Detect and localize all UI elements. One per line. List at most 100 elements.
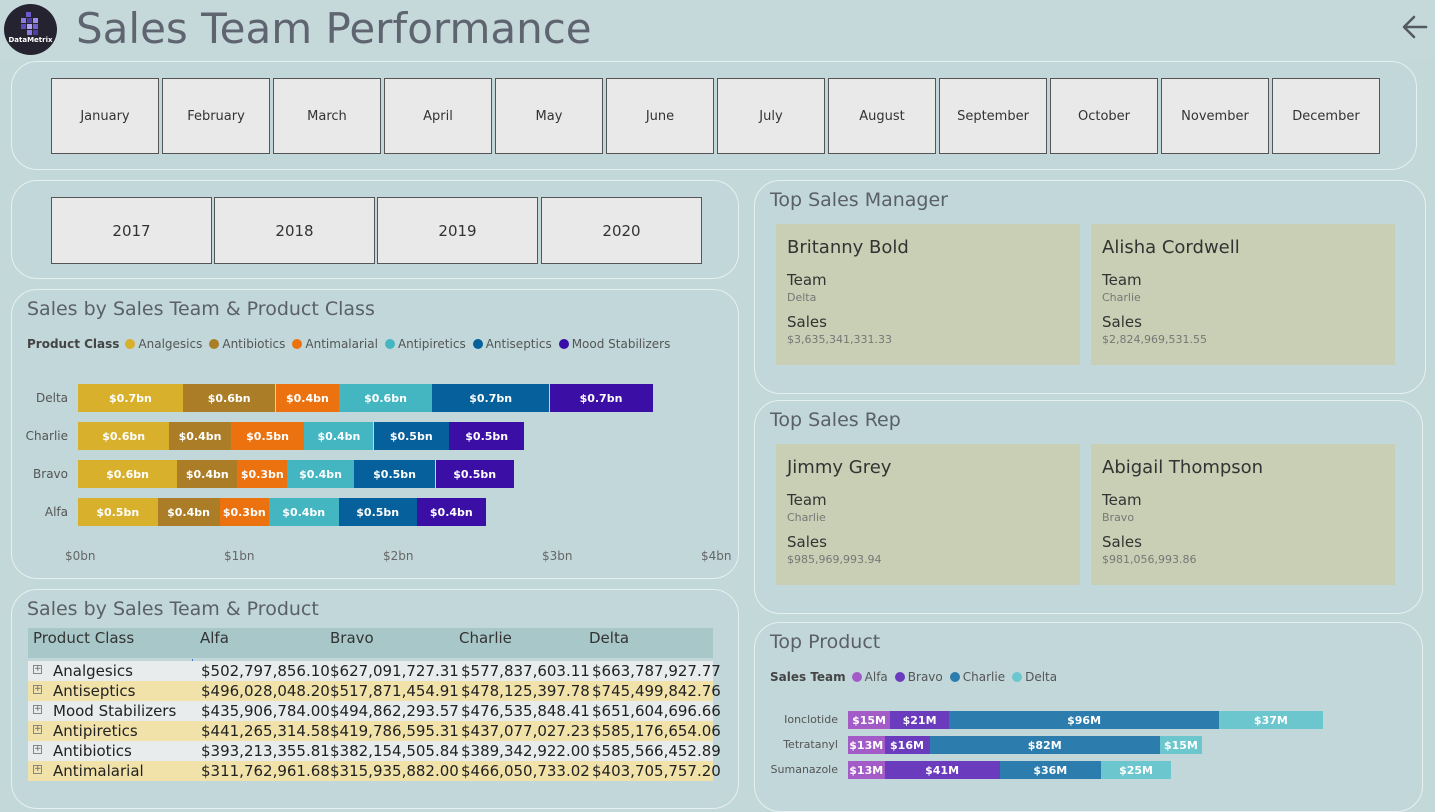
manager-sales-label: Sales (787, 313, 827, 331)
bar-delta-antipiretics[interactable]: $0.6bn (339, 384, 432, 412)
bar-bravo-antiseptics[interactable]: $0.5bn (353, 460, 436, 488)
bar-sumanazole-bravo[interactable]: $41M (884, 761, 1000, 779)
expand-icon[interactable]: + (33, 684, 42, 694)
bar-alfa-analgesics[interactable]: $0.5bn (78, 498, 158, 526)
month-button-august[interactable]: August (828, 78, 936, 154)
legend-item-analgesics[interactable]: Analgesics (125, 337, 202, 351)
legend-item-antiseptics[interactable]: Antiseptics (472, 337, 552, 351)
matrix-cell: $437,077,027.23 (461, 722, 590, 740)
bar-charlie-mood-stabilizers[interactable]: $0.5bn (449, 422, 525, 450)
month-button-april[interactable]: April (384, 78, 492, 154)
bar-ionclotide-charlie[interactable]: $96M (949, 711, 1219, 729)
month-button-january[interactable]: January (51, 78, 159, 154)
year-button-2020[interactable]: 2020 (541, 197, 702, 264)
bar-delta-antimalarial[interactable]: $0.4bn (275, 384, 340, 412)
sales-chart-legend: Product Class Analgesics Antibiotics Antim… (27, 337, 677, 351)
legend-item-antipiretics[interactable]: Antipiretics (384, 337, 466, 351)
bar-ionclotide-bravo[interactable]: $21M (890, 711, 950, 729)
manager-name: Britanny Bold (787, 237, 909, 258)
matrix-header-row: Product Class Alfa Bravo Charlie Delta (28, 628, 713, 658)
month-button-november[interactable]: November (1161, 78, 1269, 154)
bar-bravo-antipiretics[interactable]: $0.4bn (287, 460, 354, 488)
legend-dot-icon (949, 672, 960, 682)
year-button-2017[interactable]: 2017 (51, 197, 212, 264)
bar-sumanazole-alfa[interactable]: $13M (848, 761, 885, 779)
expand-icon[interactable]: + (33, 724, 42, 734)
bar-charlie-antimalarial[interactable]: $0.5bn (230, 422, 305, 450)
bar-bravo-analgesics[interactable]: $0.6bn (78, 460, 178, 488)
bar-tetratanyl-alfa[interactable]: $13M (848, 736, 885, 754)
month-button-may[interactable]: May (495, 78, 603, 154)
bar-delta-analgesics[interactable]: $0.7bn (78, 384, 183, 412)
legend-label: Mood Stabilizers (571, 337, 671, 351)
month-button-march[interactable]: March (273, 78, 381, 154)
bar-bravo-antimalarial[interactable]: $0.3bn (237, 460, 288, 488)
legend-item-antimalarial[interactable]: Antimalarial (292, 337, 378, 351)
month-button-july[interactable]: July (717, 78, 825, 154)
page-title: Sales Team Performance (76, 4, 592, 53)
bar-tetratanyl-charlie[interactable]: $82M (929, 736, 1160, 754)
matrix-cell: $663,787,927.77 (592, 662, 721, 680)
bar-delta-antibiotics[interactable]: $0.6bn (182, 384, 276, 412)
bar-bravo-mood-stabilizers[interactable]: $0.5bn (435, 460, 514, 488)
expand-icon[interactable]: + (33, 664, 42, 674)
bar-delta-mood-stabilizers[interactable]: $0.7bn (549, 384, 653, 412)
logo-text: DataMetrix (8, 36, 53, 44)
expand-icon[interactable]: + (33, 764, 42, 774)
bar-sumanazole-charlie[interactable]: $36M (999, 761, 1101, 779)
matrix-col-header-charlie[interactable]: Charlie (459, 629, 512, 647)
bar-alfa-antipiretics[interactable]: $0.4bn (268, 498, 339, 526)
matrix-col-header-bravo[interactable]: Bravo (330, 629, 374, 647)
month-button-december[interactable]: December (1272, 78, 1380, 154)
month-button-february[interactable]: February (162, 78, 270, 154)
matrix-col-header-alfa[interactable]: Alfa (200, 629, 229, 647)
legend-item-mood-stabilizers[interactable]: Mood Stabilizers (558, 337, 671, 351)
rep-team-value: Charlie (787, 511, 826, 524)
bar-charlie-antipiretics[interactable]: $0.4bn (304, 422, 374, 450)
legend-item-bravo[interactable]: Bravo (894, 670, 943, 684)
bar-charlie-antiseptics[interactable]: $0.5bn (373, 422, 449, 450)
legend-item-alfa[interactable]: Alfa (851, 670, 888, 684)
manager-card-alisha-cordwell[interactable]: Alisha Cordwell Team Charlie Sales $2,824,96… (1091, 224, 1395, 365)
bar-tetratanyl-bravo[interactable]: $16M (884, 736, 930, 754)
legend-item-antibiotics[interactable]: Antibiotics (209, 337, 285, 351)
legend-label: Antimalarial (305, 337, 378, 351)
year-button-2018[interactable]: 2018 (214, 197, 375, 264)
rep-name: Abigail Thompson (1102, 457, 1264, 478)
bar-alfa-antibiotics[interactable]: $0.4bn (157, 498, 220, 526)
bar-tetratanyl-delta[interactable]: $15M (1159, 736, 1202, 754)
legend-item-delta[interactable]: Delta (1012, 670, 1057, 684)
rep-card-jimmy-grey[interactable]: Jimmy Grey Team Charlie Sales $985,969,993.9… (776, 444, 1080, 585)
bar-ionclotide-alfa[interactable]: $15M (848, 711, 891, 729)
month-button-september[interactable]: September (939, 78, 1047, 154)
legend-label: Delta (1025, 670, 1058, 684)
top-rep-title: Top Sales Rep (770, 409, 901, 431)
legend-dot-icon (894, 672, 905, 682)
bar-alfa-mood-stabilizers[interactable]: $0.4bn (416, 498, 486, 526)
bar-charlie-analgesics[interactable]: $0.6bn (78, 422, 170, 450)
bar-ionclotide-delta[interactable]: $37M (1218, 711, 1323, 729)
back-arrow-icon[interactable] (1400, 12, 1430, 42)
bar-delta-antiseptics[interactable]: $0.7bn (431, 384, 550, 412)
matrix-cell: $419,786,595.31 (330, 722, 459, 740)
bar-alfa-antimalarial[interactable]: $0.3bn (219, 498, 269, 526)
rep-name: Jimmy Grey (787, 457, 892, 478)
matrix-cell: $494,862,293.57 (330, 702, 459, 720)
legend-item-charlie[interactable]: Charlie (949, 670, 1005, 684)
legend-dot-icon (209, 339, 220, 349)
rep-card-abigail-thompson[interactable]: Abigail Thompson Team Bravo Sales $981,056,9… (1091, 444, 1395, 585)
expand-icon[interactable]: + (33, 704, 42, 714)
expand-icon[interactable]: + (33, 744, 42, 754)
legend-dot-icon (472, 339, 483, 349)
year-button-2019[interactable]: 2019 (377, 197, 538, 264)
manager-card-britanny-bold[interactable]: Britanny Bold Team Delta Sales $3,635,341,33… (776, 224, 1080, 365)
month-button-june[interactable]: June (606, 78, 714, 154)
y-axis-label-delta: Delta (35, 391, 68, 405)
bar-sumanazole-delta[interactable]: $25M (1100, 761, 1172, 779)
bar-charlie-antibiotics[interactable]: $0.4bn (169, 422, 231, 450)
matrix-col-header-delta[interactable]: Delta (589, 629, 630, 647)
month-button-october[interactable]: October (1050, 78, 1158, 154)
bar-alfa-antiseptics[interactable]: $0.5bn (338, 498, 417, 526)
matrix-col-header-product-class[interactable]: Product Class (33, 629, 135, 647)
bar-bravo-antibiotics[interactable]: $0.4bn (177, 460, 238, 488)
